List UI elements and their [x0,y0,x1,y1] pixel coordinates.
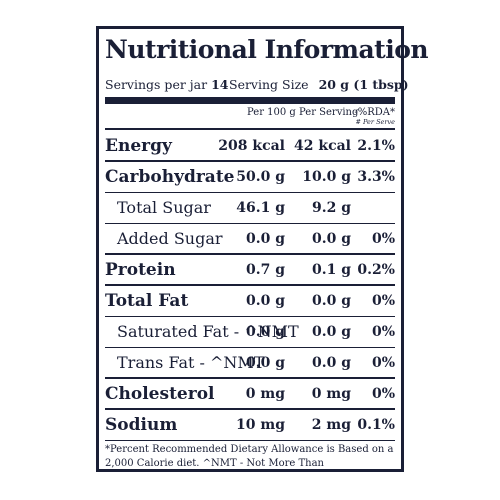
nutrient-row: Saturated Fat - ^NMT 0.0 g 0.0 g 0% [105,318,395,348]
footnote: *Percent Recommended Dietary Allowance i… [105,444,394,469]
row-divider [105,284,395,286]
nutrient-row: Energy 208 kcal 42 kcal 2.1% [105,132,395,162]
row-divider [105,440,395,441]
nutrient-row: Cholesterol 0 mg 0 mg 0% [105,380,395,410]
nutrient-label: Added Sugar [117,229,223,248]
per-100g-value: 0.0 g [245,324,285,340]
nutrient-label: Total Sugar [117,198,211,217]
per-100g-value: 0 mg [245,386,285,402]
row-divider [105,253,395,255]
nutrient-row: Carbohydrate 50.0 g 10.0 g 3.3% [105,163,395,193]
row-divider [105,316,395,317]
serving-size-value: 20 g (1 tbsp) [318,77,409,92]
header-divider [105,97,395,104]
per-100g-value: 10 mg [236,417,285,433]
rda-value: 0% [371,324,395,340]
per-100g-value: 208 kcal [218,138,285,154]
per-100g-value: 0.0 g [245,231,285,247]
per-serving-value: 10.0 g [302,169,351,185]
row-divider [105,223,395,224]
nutrient-label: Energy [105,136,172,156]
nutrient-row: Sodium 10 mg 2 mg 0.1% [105,411,395,441]
rda-value: 0.2% [357,262,395,278]
nutrient-row: Added Sugar 0.0 g 0.0 g 0% [105,225,395,255]
per-100g-value: 0.7 g [245,262,285,278]
row-divider [105,377,395,379]
per-serving-value: 9.2 g [311,200,351,216]
nutrition-panel: Nutritional Information Servings per jar… [96,26,429,472]
per-serving-value: 0.0 g [311,293,351,309]
nutrient-label: Carbohydrate [105,167,235,187]
per-serving-value: 42 kcal [294,138,351,154]
servings-per-jar-value: 14 [211,77,229,92]
per-100g-value: 50.0 g [236,169,285,185]
servings-per-jar-label: Servings per jar [105,77,208,92]
rda-value: 2.1% [357,138,395,154]
nutrient-row: Protein 0.7 g 0.1 g 0.2% [105,256,395,286]
serving-size: Serving Size 20 g (1 tbsp) [229,77,409,92]
column-header-divider [105,128,395,130]
rda-value: 0% [371,293,395,309]
nutrient-label: Protein [105,260,176,280]
nutrient-label: Cholesterol [105,384,215,404]
per-100g-value: 46.1 g [236,200,285,216]
per-100g-value: 0.0 g [245,293,285,309]
per-serving-value: 0.0 g [311,231,351,247]
per-100g-value: 0.0 g [245,355,285,371]
rda-value: 3.3% [357,169,395,185]
nutrient-row: Total Sugar 46.1 g 9.2 g [105,194,395,224]
row-divider [105,347,395,348]
row-divider [105,408,395,410]
nutrient-label: Total Fat [105,291,189,311]
rda-value: 0% [371,386,395,402]
nutrient-row: Total Fat 0.0 g 0.0 g 0% [105,287,395,317]
nutrient-label: Saturated Fat - ^NMT [117,322,299,341]
serving-size-label: Serving Size [229,77,309,92]
per-serving-value: 0.0 g [311,355,351,371]
column-header-per-100g: Per 100 g [247,107,296,118]
panel-title: Nutritional Information [105,35,429,64]
per-serving-value: 0.1 g [311,262,351,278]
servings-per-jar: Servings per jar 14 [105,77,228,92]
per-serving-value: 2 mg [311,417,351,433]
row-divider [105,192,395,193]
rda-value: 0.1% [357,417,395,433]
rda-value: 0% [371,231,395,247]
per-serving-value: 0.0 g [311,324,351,340]
rda-per-serve-note: # Per Serve [355,118,395,126]
nutrient-label: Trans Fat - ^NMT [117,353,265,372]
nutrient-label: Sodium [105,415,178,435]
row-divider [105,160,395,162]
column-header-per-serving: Per Serving [299,107,359,118]
nutrient-row: Trans Fat - ^NMT 0.0 g 0.0 g 0% [105,349,395,379]
per-serving-value: 0 mg [311,386,351,402]
rda-value: 0% [371,355,395,371]
column-header-rda: -%RDA* [354,107,395,118]
